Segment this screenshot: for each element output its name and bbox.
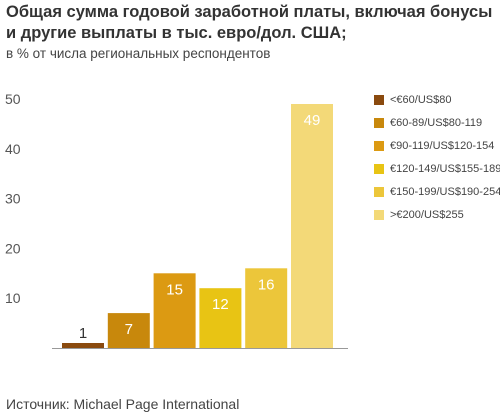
- bar: [107, 313, 150, 348]
- bar-data-label: 16: [258, 276, 275, 293]
- legend-swatch: [374, 141, 384, 151]
- y-tick-label: 20: [5, 240, 21, 256]
- legend-swatch: [374, 187, 384, 197]
- bar-data-label: 15: [166, 281, 183, 298]
- bar-data-label: 7: [125, 321, 133, 338]
- y-tick-label: 40: [5, 141, 21, 157]
- bar-data-label: 1: [79, 325, 87, 342]
- legend-item: <€60/US$80: [374, 91, 500, 109]
- legend-label: €60-89/US$80-119: [390, 117, 483, 129]
- data-labels-group: 1 7 15 12 16 49: [79, 112, 321, 342]
- source-note: Источник: Michael Page International: [6, 396, 240, 412]
- chart-title: Общая сумма годовой заработной платы, вк…: [6, 3, 493, 42]
- bars-group: [62, 104, 333, 348]
- bar: [245, 268, 288, 348]
- bar: [291, 104, 333, 348]
- legend-swatch: [374, 118, 384, 128]
- y-tick-label: 10: [5, 290, 21, 306]
- legend-label: €90-119/US$120-154: [390, 140, 495, 152]
- legend-swatch: [374, 210, 384, 220]
- legend-item: €60-89/US$80-119: [374, 114, 500, 132]
- bar: [153, 273, 196, 348]
- y-axis-ticks: 10 20 30 40 50: [5, 91, 21, 306]
- legend-label: <€60/US$80: [390, 94, 452, 106]
- bar: [62, 343, 104, 348]
- legend-label: €120-149/US$155-189: [390, 163, 500, 175]
- bar-data-label: 12: [212, 296, 229, 313]
- legend: <€60/US$80 €60-89/US$80-119 €90-119/US$120…: [374, 91, 500, 229]
- legend-swatch: [374, 164, 384, 174]
- legend-item: €90-119/US$120-154: [374, 137, 500, 155]
- bar: [199, 288, 242, 348]
- legend-item: €150-199/US$190-254: [374, 183, 500, 201]
- y-tick-label: 50: [5, 91, 21, 107]
- bar-data-label: 49: [304, 112, 321, 129]
- chart-subtitle: в % от числа региональных респондентов: [6, 46, 271, 61]
- legend-item: €120-149/US$155-189: [374, 160, 500, 178]
- legend-swatch: [374, 95, 384, 105]
- y-tick-label: 30: [5, 191, 21, 207]
- legend-item: >€200/US$255: [374, 206, 500, 224]
- legend-label: €150-199/US$190-254: [390, 186, 500, 198]
- legend-label: >€200/US$255: [390, 209, 464, 221]
